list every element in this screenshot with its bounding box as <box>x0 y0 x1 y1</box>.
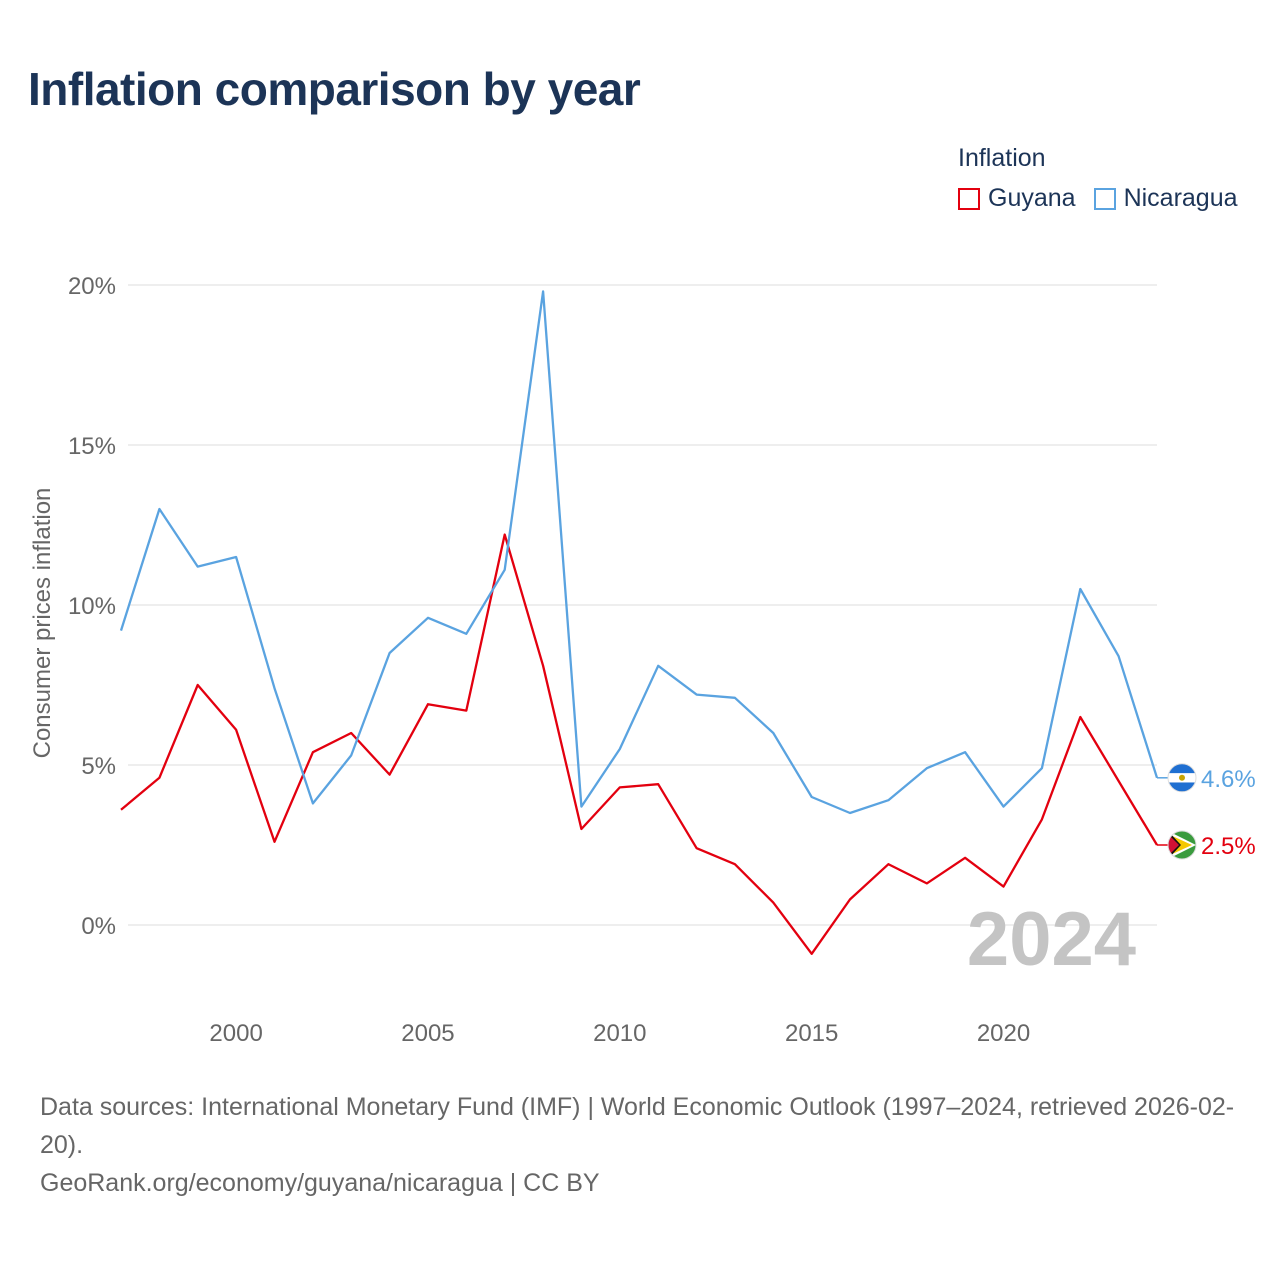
point-guyana-2012 <box>694 845 700 851</box>
point-nicaragua-1999 <box>195 564 201 570</box>
y-tick-label: 15% <box>68 433 116 460</box>
y-tick-label: 20% <box>68 273 116 300</box>
point-guyana-2019 <box>962 855 968 861</box>
x-axis-ticks: 2000 2005 2010 2015 2020 <box>209 1020 1030 1047</box>
point-guyana-2014 <box>770 900 776 906</box>
y-axis-ticks: 0% 5% 10% 15% 20% <box>68 273 116 940</box>
data-sources: Data sources: International Monetary Fun… <box>40 1093 1235 1159</box>
point-guyana-2008 <box>540 663 546 669</box>
point-nicaragua-1997 <box>118 628 124 634</box>
x-tick-label: 2010 <box>593 1020 646 1047</box>
point-nicaragua-2015 <box>809 794 815 800</box>
point-guyana-2005 <box>425 701 431 707</box>
x-tick-label: 2000 <box>209 1020 262 1047</box>
point-nicaragua-2003 <box>348 752 354 758</box>
point-nicaragua-2020 <box>1001 804 1007 810</box>
point-nicaragua-2021 <box>1039 765 1045 771</box>
chart-title: Inflation comparison by year <box>28 63 641 115</box>
point-nicaragua-2009 <box>578 804 584 810</box>
end-label-nicaragua: 4.6% <box>1201 766 1256 793</box>
point-guyana-2000 <box>233 727 239 733</box>
point-guyana-2018 <box>924 880 930 886</box>
point-guyana-2023 <box>1116 778 1122 784</box>
point-guyana-2011 <box>655 781 661 787</box>
credit-line: GeoRank.org/economy/guyana/nicaragua | C… <box>40 1169 600 1197</box>
legend-item-nicaragua[interactable]: Nicaragua <box>1093 184 1238 213</box>
x-tick-label: 2020 <box>977 1020 1030 1047</box>
point-guyana-2016 <box>847 896 853 902</box>
end-label-guyana: 2.5% <box>1201 833 1256 860</box>
series-lines <box>118 288 1159 957</box>
point-guyana-2020 <box>1001 884 1007 890</box>
point-guyana-2001 <box>271 839 277 845</box>
point-guyana-1997 <box>118 807 124 813</box>
y-axis-label: Consumer prices inflation <box>29 488 56 759</box>
legend-title: Inflation <box>958 144 1046 172</box>
y-tick-label: 0% <box>81 913 116 940</box>
point-guyana-2007 <box>502 532 508 538</box>
y-tick-label: 5% <box>81 753 116 780</box>
point-nicaragua-2001 <box>271 685 277 691</box>
point-nicaragua-2007 <box>502 567 508 573</box>
flag-guyana-icon <box>1167 830 1197 860</box>
y-tick-label: 10% <box>68 593 116 620</box>
point-guyana-2022 <box>1077 714 1083 720</box>
legend-swatch-nicaragua <box>1093 187 1116 210</box>
point-guyana-2013 <box>732 861 738 867</box>
point-guyana-2002 <box>310 749 316 755</box>
series-line-guyana <box>120 533 1158 955</box>
flag-nicaragua-icon <box>1167 763 1197 793</box>
point-guyana-2015 <box>809 951 815 957</box>
point-nicaragua-1998 <box>156 506 162 512</box>
legend: Guyana Nicaragua <box>958 184 1238 213</box>
point-nicaragua-2000 <box>233 554 239 560</box>
point-nicaragua-2022 <box>1077 586 1083 592</box>
point-nicaragua-2016 <box>847 810 853 816</box>
point-nicaragua-2002 <box>310 800 316 806</box>
point-nicaragua-2005 <box>425 615 431 621</box>
point-guyana-2017 <box>885 861 891 867</box>
end-markers: 2.5% 4.6% <box>1157 763 1256 860</box>
x-tick-label: 2015 <box>785 1020 838 1047</box>
legend-swatch-guyana <box>958 187 980 210</box>
point-nicaragua-2004 <box>387 650 393 656</box>
line-chart: 0% 5% 10% 15% 20% 2000 2005 2010 2015 2020 Consu… <box>29 273 1256 1047</box>
point-guyana-2010 <box>617 784 623 790</box>
year-watermark: 2024 <box>967 897 1136 982</box>
point-guyana-1998 <box>156 775 162 781</box>
point-nicaragua-2017 <box>885 797 891 803</box>
point-nicaragua-2018 <box>924 765 930 771</box>
point-nicaragua-2006 <box>463 631 469 637</box>
point-guyana-2004 <box>387 772 393 778</box>
point-nicaragua-2008 <box>540 288 546 294</box>
legend-label-nicaragua: Nicaragua <box>1123 184 1238 212</box>
legend-label-guyana: Guyana <box>988 184 1076 212</box>
point-guyana-2003 <box>348 730 354 736</box>
point-nicaragua-2014 <box>770 730 776 736</box>
point-nicaragua-2023 <box>1116 653 1122 659</box>
point-nicaragua-2010 <box>617 746 623 752</box>
point-nicaragua-2019 <box>962 749 968 755</box>
point-guyana-2021 <box>1039 816 1045 822</box>
point-guyana-1999 <box>195 682 201 688</box>
footer: Data sources: International Monetary Fun… <box>40 1088 1250 1202</box>
x-tick-label: 2005 <box>401 1020 454 1047</box>
point-guyana-2006 <box>463 708 469 714</box>
gridlines <box>128 284 1157 926</box>
legend-item-guyana[interactable]: Guyana <box>958 184 1076 213</box>
point-guyana-2009 <box>578 826 584 832</box>
point-nicaragua-2012 <box>694 692 700 698</box>
series-line-nicaragua <box>119 290 1159 815</box>
point-nicaragua-2011 <box>655 663 661 669</box>
point-nicaragua-2013 <box>732 695 738 701</box>
